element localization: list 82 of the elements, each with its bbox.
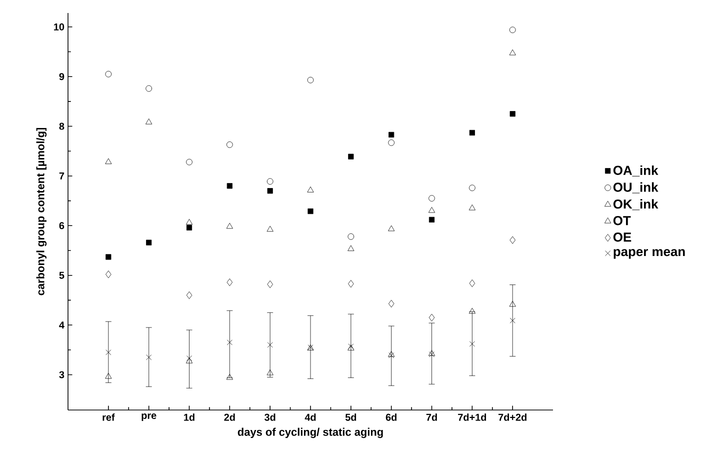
x-tick-label: 5d [345, 414, 356, 421]
point [226, 340, 232, 346]
point [469, 280, 476, 288]
point [468, 184, 476, 192]
x-tick-label: 7d+1d [458, 414, 486, 421]
point [106, 350, 112, 356]
point [186, 358, 193, 364]
point [226, 278, 233, 286]
point [348, 280, 354, 288]
point [146, 354, 152, 360]
point [106, 254, 112, 260]
point [186, 356, 192, 362]
x-tick-label: 1d [184, 414, 194, 421]
point [266, 369, 274, 376]
legend-label: OE [613, 232, 632, 242]
y-tick-label: 7 [59, 172, 64, 180]
point [226, 222, 233, 229]
y-tick-label: 4 [59, 322, 64, 328]
point [509, 300, 516, 307]
point [307, 186, 314, 192]
point [105, 158, 112, 164]
point [105, 372, 112, 379]
point [186, 291, 192, 300]
point [267, 342, 273, 348]
y-tick-label: 8 [59, 122, 64, 130]
point [469, 130, 475, 136]
x-tick-label: ref [102, 414, 115, 421]
point [105, 70, 112, 78]
point [510, 236, 516, 244]
point [388, 139, 395, 146]
point [186, 218, 193, 225]
point [509, 49, 516, 56]
y-tick-label: 10 [54, 23, 64, 30]
point [468, 204, 476, 210]
point [348, 154, 354, 160]
point [226, 141, 233, 148]
point [428, 195, 435, 202]
legend-label: OU_ink [613, 182, 658, 194]
legend-label: paper mean [614, 249, 685, 259]
x-tick-label: pre [142, 414, 156, 421]
x-tick-label: 6d [386, 414, 396, 421]
y-tick-label: 3 [59, 371, 64, 378]
point [186, 224, 192, 230]
y-tick-label: 9 [59, 73, 64, 80]
point [428, 206, 436, 213]
y-axis-title: carbonyl group content [µmol/g] [36, 128, 47, 296]
point [186, 158, 192, 166]
x-tick-label: 3d [264, 414, 276, 421]
point [428, 314, 435, 322]
point [348, 233, 354, 240]
legend-label: OT [613, 216, 631, 226]
point [266, 178, 274, 185]
point [106, 270, 112, 278]
point [267, 188, 273, 194]
legend-label: OK_ink [613, 199, 658, 210]
point [266, 226, 274, 232]
y-tick-label: 6 [59, 222, 64, 230]
point [388, 132, 394, 138]
point [146, 85, 152, 92]
point [428, 216, 435, 222]
x-tick-label: 7d+2d [498, 414, 526, 421]
x-tick-label: 7d [426, 414, 437, 421]
point [510, 318, 516, 324]
point [469, 341, 475, 347]
x-axis-title: days of cycling/ static aging [238, 428, 383, 438]
point [348, 245, 354, 252]
point [226, 374, 233, 380]
y-tick-label: 5 [59, 272, 64, 279]
legend-label: OA_ink [613, 165, 658, 176]
point [146, 118, 152, 124]
point [468, 308, 476, 314]
point [308, 208, 314, 214]
x-tick-label: 2d [224, 414, 235, 421]
point [146, 240, 152, 246]
point [388, 225, 395, 232]
point [226, 183, 232, 189]
point [388, 300, 394, 308]
point [510, 111, 516, 117]
point [509, 26, 516, 34]
x-tick-label: 4d [304, 414, 316, 421]
point [307, 76, 314, 84]
point [267, 280, 273, 288]
